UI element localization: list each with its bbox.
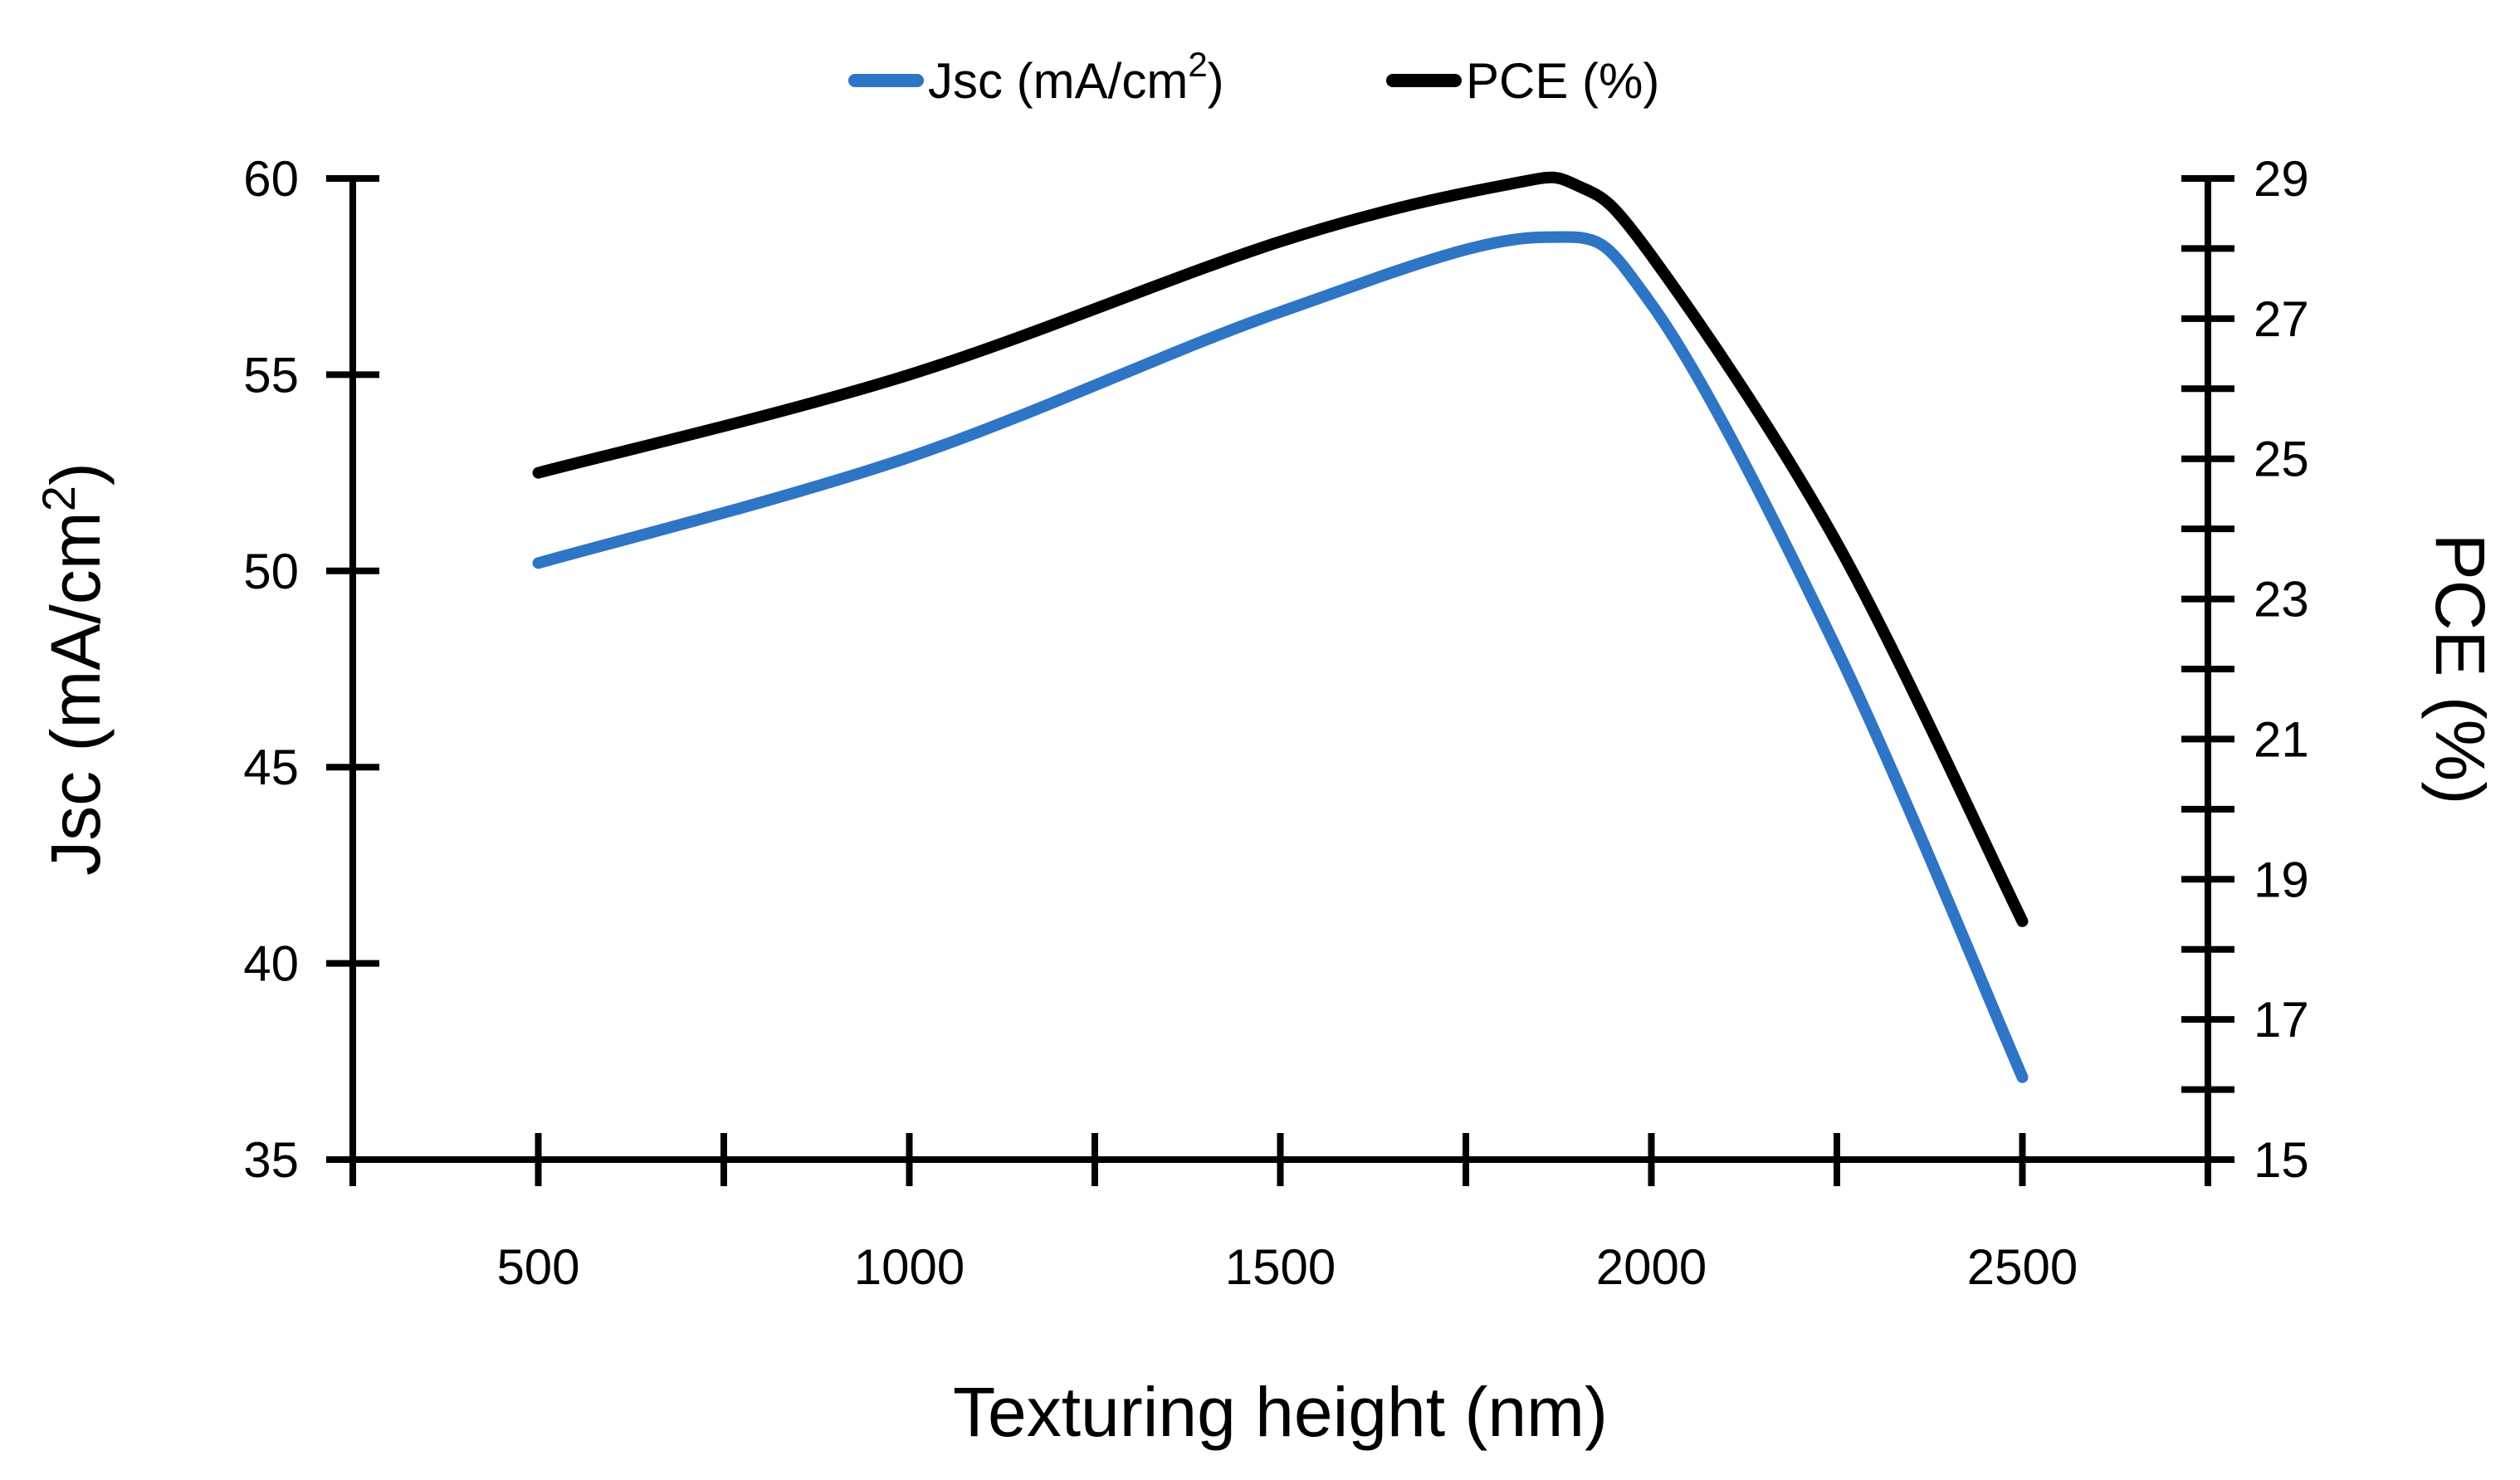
legend-label-base: Jsc (mA/cm bbox=[928, 53, 1188, 109]
y-tick-label: 55 bbox=[243, 347, 299, 403]
y2-tick-label: 29 bbox=[2254, 151, 2309, 207]
y-axis-title-base: Jsc (mA/cm bbox=[37, 511, 115, 876]
y-tick-label: 60 bbox=[243, 151, 299, 207]
series bbox=[532, 171, 2029, 1083]
labels: 500 1000 1500 2000 2500 35 40 45 50 55 60 15 17 19 21 2… bbox=[32, 151, 2499, 1451]
pce-series-line bbox=[532, 171, 2029, 927]
y2-tick-label: 23 bbox=[2254, 572, 2309, 628]
x-tick-label: 1000 bbox=[854, 1239, 965, 1295]
legend-label-base: PCE (%) bbox=[1466, 53, 1659, 109]
x-tick-label: 2500 bbox=[1967, 1239, 2078, 1295]
legend: Jsc (mA/cm2) PCE (%) bbox=[848, 45, 1659, 109]
legend-label-end: ) bbox=[1208, 53, 1224, 109]
y2-tick-label: 17 bbox=[2254, 992, 2309, 1048]
y-axis-title-end: ) bbox=[37, 462, 115, 486]
y2-axis-title: PCE (%) bbox=[2421, 534, 2499, 805]
y-tick-label: 50 bbox=[243, 544, 299, 599]
y2-tick-label: 21 bbox=[2254, 711, 2309, 767]
x-axis-title: Texturing height (nm) bbox=[953, 1373, 1608, 1451]
y2-tick-label: 19 bbox=[2254, 852, 2309, 907]
y-axis-title: Jsc (mA/cm2) bbox=[32, 462, 115, 876]
y2-tick-label: 25 bbox=[2254, 432, 2309, 487]
legend-label-jsc: Jsc (mA/cm2) bbox=[928, 45, 1224, 109]
y-axis-title-sup: 2 bbox=[32, 486, 85, 511]
x-tick-label: 1500 bbox=[1225, 1239, 1336, 1295]
legend-label-pce: PCE (%) bbox=[1466, 53, 1659, 109]
y2-tick-label: 27 bbox=[2254, 291, 2309, 347]
x-tick-label: 2000 bbox=[1596, 1239, 1707, 1295]
axes bbox=[326, 175, 2234, 1186]
y-tick-label: 45 bbox=[243, 740, 299, 795]
legend-label-sup: 2 bbox=[1188, 45, 1207, 84]
y-tick-label: 35 bbox=[243, 1132, 299, 1188]
y2-tick-label: 15 bbox=[2254, 1132, 2309, 1188]
x-tick-label: 500 bbox=[496, 1239, 579, 1295]
jsc-series-line bbox=[532, 231, 2029, 1083]
y-tick-label: 40 bbox=[243, 936, 299, 992]
